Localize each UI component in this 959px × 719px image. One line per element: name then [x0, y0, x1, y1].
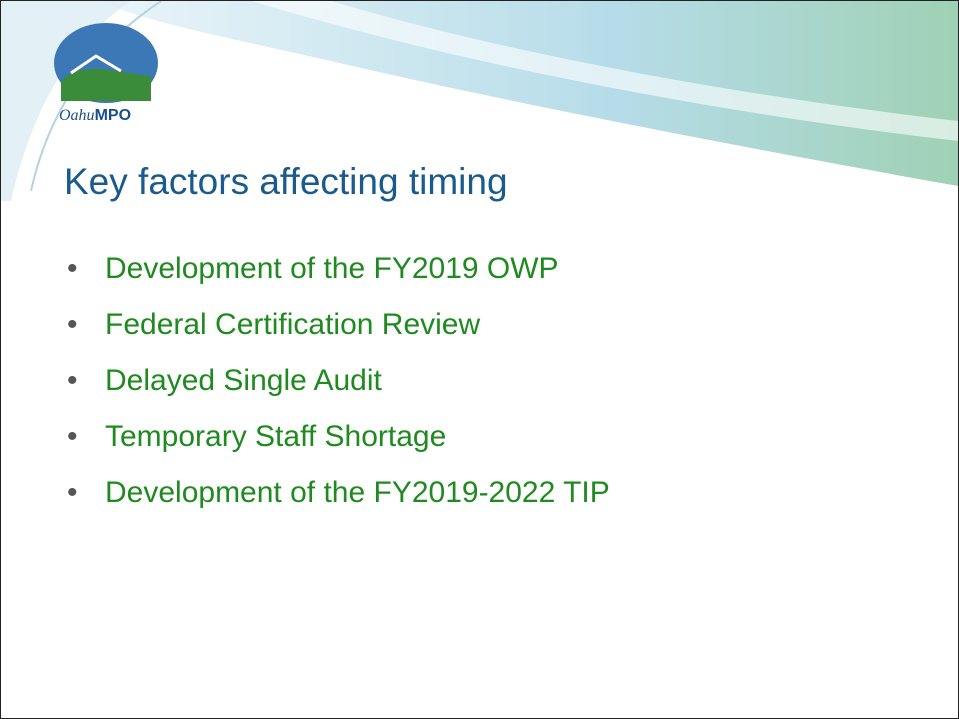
bullet-item: Delayed Single Audit: [67, 361, 610, 417]
logo-script: Oahu: [59, 107, 95, 124]
bullet-item: Temporary Staff Shortage: [67, 417, 610, 473]
bullet-item: Development of the FY2019 OWP: [67, 249, 610, 305]
logo-text: MPO: [95, 107, 131, 124]
bullet-item: Development of the FY2019-2022 TIP: [67, 473, 610, 529]
bullet-item: Federal Certification Review: [67, 305, 610, 361]
slide-title: Key factors affecting timing: [64, 161, 508, 203]
bullet-list: Development of the FY2019 OWPFederal Cer…: [67, 249, 610, 529]
slide: OahuMPO Key factors affecting timing Dev…: [0, 0, 959, 719]
page: OahuMPO Key factors affecting timing Dev…: [0, 0, 959, 719]
logo: OahuMPO: [59, 107, 131, 125]
header-swoosh: [1, 1, 958, 241]
